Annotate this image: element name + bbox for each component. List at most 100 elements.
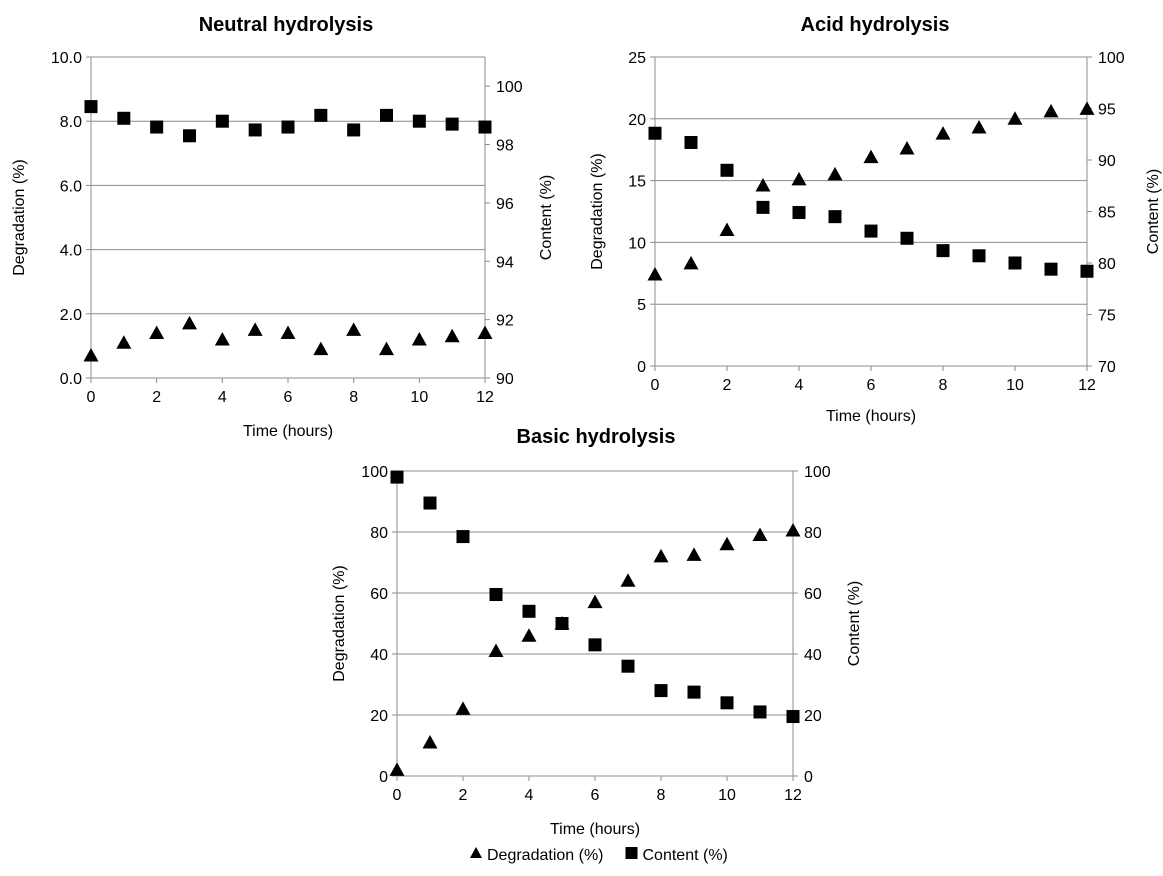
content-point: [423, 496, 437, 510]
degradation-point: [791, 171, 807, 186]
degradation-point: [647, 267, 663, 281]
y-tick-label: 20: [370, 708, 388, 725]
degradation-point: [247, 322, 263, 336]
degradation-point: [488, 643, 504, 657]
content-point: [412, 114, 426, 128]
degradation-point: [313, 341, 329, 356]
y2-tick-label: 90: [496, 371, 514, 388]
x-tick-label: 6: [867, 377, 876, 394]
degradation-point: [587, 594, 603, 609]
legend-triangle-icon: [470, 847, 482, 858]
content-point: [248, 123, 262, 137]
degradation-point: [752, 527, 768, 542]
content-point: [720, 163, 734, 177]
y-tick-label: 4.0: [60, 243, 82, 260]
content-point: [756, 200, 770, 214]
degradation-point: [863, 149, 879, 164]
y2-tick-label: 75: [1098, 308, 1116, 325]
y-tick-label: 15: [628, 174, 646, 191]
degradation-point: [971, 119, 987, 134]
x-tick-label: 8: [657, 787, 666, 804]
content-point: [1080, 264, 1094, 278]
legend-label: Degradation (%): [487, 847, 604, 864]
y-tick-label: 8.0: [60, 114, 82, 131]
y2-tick-label: 40: [804, 647, 822, 664]
y-tick-label: 5: [637, 297, 646, 314]
degradation-point: [827, 166, 843, 181]
y2-tick-label: 98: [496, 138, 514, 155]
y2-tick-label: 20: [804, 708, 822, 725]
x-tick-label: 12: [1078, 377, 1096, 394]
x-tick-label: 2: [459, 787, 468, 804]
x-tick-label: 8: [349, 389, 358, 406]
y2-axis-label: Content (%): [538, 175, 555, 260]
content-point: [281, 120, 295, 134]
legend-label: Content (%): [643, 847, 728, 864]
y-axis-label: Degradation (%): [589, 153, 606, 270]
content-point: [753, 705, 767, 719]
chart-0: 0.0 2.0 4.0 6.0 8.0 10.0 90 92 94 96 98 100 0 2 4 6 8 10 1…: [11, 14, 555, 440]
x-tick-label: 4: [218, 389, 227, 406]
content-point: [786, 710, 800, 724]
y2-axis-label: Content (%): [1145, 169, 1162, 254]
y2-tick-label: 80: [1098, 256, 1116, 273]
y-tick-label: 60: [370, 586, 388, 603]
x-tick-label: 6: [591, 787, 600, 804]
y2-tick-label: 100: [1098, 50, 1125, 67]
degradation-point: [1007, 111, 1023, 125]
x-tick-label: 2: [152, 389, 161, 406]
y2-tick-label: 96: [496, 196, 514, 213]
x-tick-label: 12: [784, 787, 802, 804]
content-point: [687, 685, 701, 699]
x-tick-label: 12: [476, 389, 494, 406]
y-axis-label: Degradation (%): [11, 159, 28, 276]
y2-tick-label: 100: [496, 79, 523, 96]
content-point: [828, 210, 842, 224]
y2-tick-label: 80: [804, 525, 822, 542]
chart-title: Acid hydrolysis: [801, 14, 950, 36]
x-tick-label: 0: [87, 389, 96, 406]
x-tick-label: 4: [525, 787, 534, 804]
degradation-point: [280, 325, 296, 340]
y2-tick-label: 95: [1098, 102, 1116, 119]
content-point: [478, 120, 492, 134]
x-tick-label: 10: [1006, 377, 1024, 394]
degradation-point: [422, 734, 438, 749]
degradation-point: [521, 628, 537, 642]
content-point: [588, 638, 602, 652]
legend-square-icon: [625, 847, 638, 859]
degradation-point: [149, 325, 165, 340]
content-point: [972, 249, 986, 263]
y-tick-label: 20: [628, 112, 646, 129]
degradation-point: [785, 522, 801, 537]
degradation-point: [455, 701, 471, 715]
content-point: [900, 231, 914, 245]
degradation-point: [214, 331, 230, 346]
degradation-point: [444, 328, 460, 343]
degradation-point: [116, 335, 132, 349]
content-point: [390, 470, 404, 484]
content-point: [117, 111, 131, 125]
y-axis-label: Degradation (%): [331, 565, 348, 682]
y2-tick-label: 85: [1098, 205, 1116, 222]
degradation-point: [182, 315, 197, 330]
x-tick-label: 4: [795, 377, 804, 394]
y-tick-label: 0: [637, 359, 646, 376]
degradation-point: [755, 178, 771, 192]
y-tick-label: 100: [361, 464, 388, 481]
y-tick-label: 10.0: [51, 50, 82, 67]
y2-tick-label: 94: [496, 254, 514, 271]
x-tick-label: 6: [284, 389, 293, 406]
x-tick-label: 8: [939, 377, 948, 394]
y2-tick-label: 100: [804, 464, 831, 481]
content-point: [1008, 256, 1022, 270]
degradation-point: [346, 322, 362, 336]
y-tick-label: 80: [370, 525, 388, 542]
degradation-point: [620, 573, 636, 587]
content-point: [654, 684, 668, 698]
chart-title: Basic hydrolysis: [517, 426, 676, 448]
chart-title: Neutral hydrolysis: [199, 14, 374, 36]
content-point: [347, 123, 361, 137]
degradation-point: [719, 536, 735, 551]
